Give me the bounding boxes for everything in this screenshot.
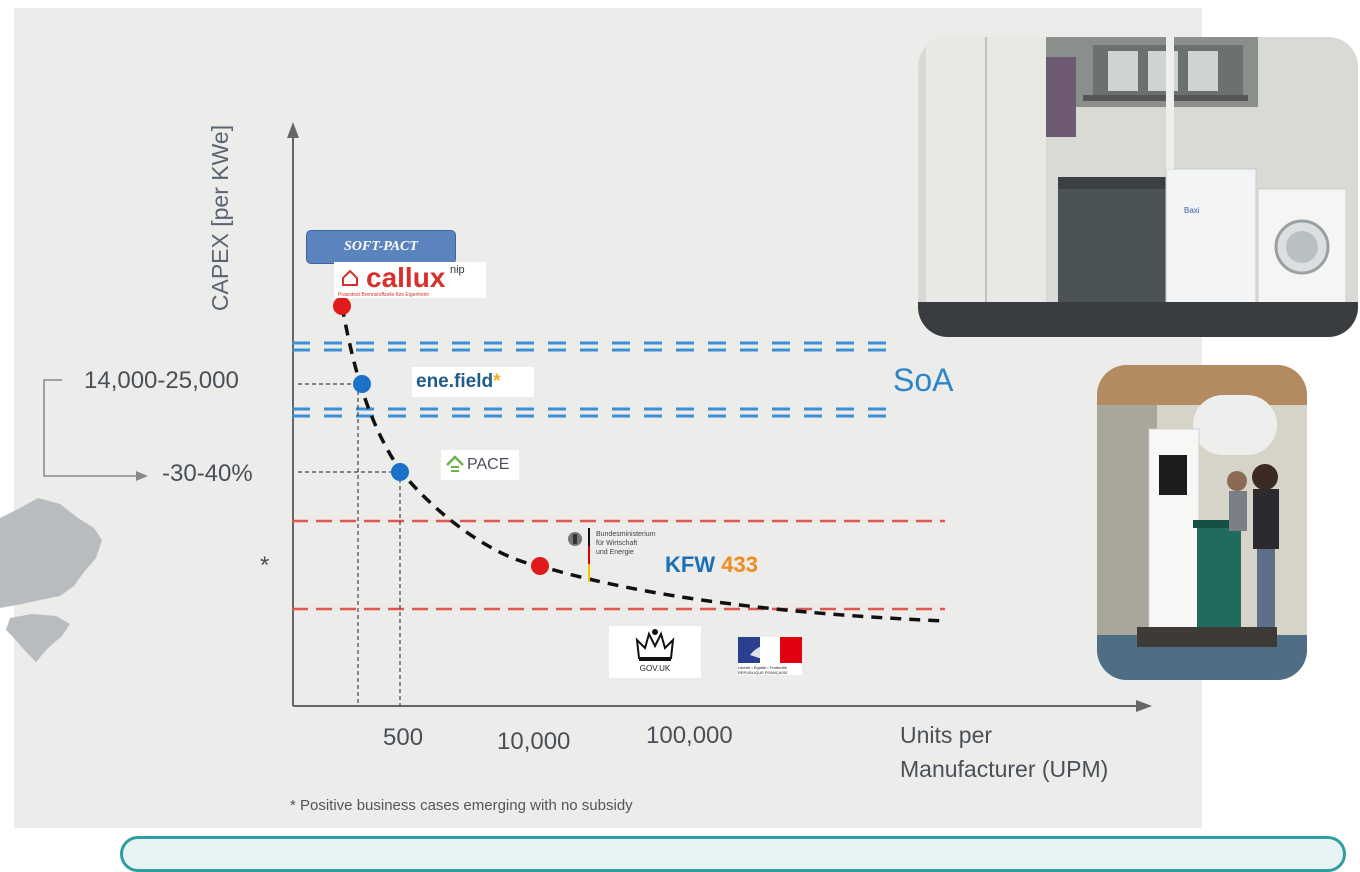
x-tick-label-100000: 100,000 [646, 722, 733, 749]
bracket-arrow [136, 471, 148, 481]
bands [292, 341, 945, 611]
photo-kitchen-fuel-cell: Baxi [918, 37, 1358, 337]
guides [43, 379, 401, 706]
x-axis-label-line-2: Manufacturer (UPM) [900, 756, 1109, 782]
chart-svg [43, 122, 1152, 712]
callux-sub: Praxistest Brennstoffzelle fürs Eigenhei… [338, 292, 430, 298]
kfw-logo: KFW 433 [665, 552, 758, 578]
map-fragment-icon [0, 478, 104, 668]
x-tick-label-10000: 10,000 [497, 728, 571, 755]
data-point-3 [391, 463, 409, 481]
house-icon [342, 270, 358, 286]
callux-logo: callux nip Praxistest Brennstoffzelle fü… [334, 262, 486, 298]
trend-curve [340, 305, 946, 623]
pace-logo: PACE [441, 450, 519, 480]
house-icon [446, 455, 464, 472]
y-axis-label: CAPEX [per KWe] [207, 124, 233, 312]
bmwi-line-3: und Energie [596, 549, 634, 556]
data-point-2 [353, 375, 371, 393]
bracket-connector [43, 379, 138, 477]
soa-annotation: SoA [893, 362, 954, 398]
enefield-logo: ene.field* [412, 367, 534, 397]
enefield-text: ene.field [416, 371, 494, 392]
france-logo: Liberté • Égalité • Fraternité RÉPUBLIQU… [738, 637, 802, 675]
footnote: * Positive business cases emerging with … [290, 797, 633, 814]
kfw-number: 433 [721, 552, 758, 577]
softpact-logo: SOFT-PACT [306, 230, 456, 264]
pace-text: PACE [467, 456, 510, 473]
bmwi-logo: Bundesministerium für Wirtschaft und Ene… [562, 524, 656, 584]
photo-fuel-cell-installation [1097, 365, 1307, 680]
x-axis-label: Units per Manufacturer (UPM) [900, 718, 1108, 786]
govuk-text: GOV.UK [639, 664, 671, 673]
y-label-reduction: -30-40% [162, 460, 253, 487]
appliance-brand-label: Baxi [1184, 206, 1200, 215]
crown-icon [635, 629, 675, 661]
y-label-asterisk: * [260, 552, 270, 579]
y-axis-arrow [287, 122, 299, 138]
data-points [333, 297, 549, 575]
slide: CAPEX [per KWe] 14,000-25,000 -30-40% * … [0, 8, 1358, 872]
callux-word: callux [366, 262, 446, 293]
france-line-2: RÉPUBLIQUE FRANÇAISE [738, 670, 788, 675]
enefield-star: * [493, 371, 501, 392]
france-line-1: Liberté • Égalité • Fraternité [738, 665, 787, 670]
x-tick-label-500: 500 [383, 724, 424, 751]
bottom-banner [120, 836, 1346, 872]
bmwi-line-1: Bundesministerium [596, 531, 656, 538]
x-axis-arrow [1136, 700, 1152, 712]
govuk-logo: GOV.UK [609, 626, 701, 678]
kfw-word: KFW [665, 552, 716, 577]
data-point-1 [333, 297, 351, 315]
eagle-icon [568, 532, 582, 546]
french-flag-icon [738, 637, 802, 663]
y-label-capex-range: 14,000-25,000 [84, 367, 239, 394]
x-axis-label-line-1: Units per [900, 722, 993, 748]
data-point-4 [531, 557, 549, 575]
bmwi-line-2: für Wirtschaft [596, 540, 638, 547]
callux-sup: nip [450, 264, 465, 276]
